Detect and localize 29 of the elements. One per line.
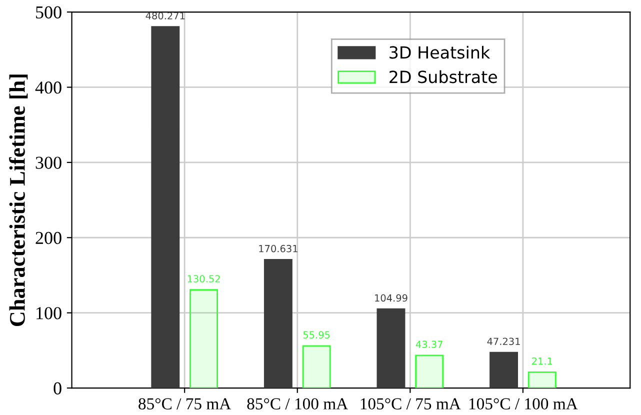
x-tick-label: 105°C / 100 mA [469,398,578,410]
bar [376,308,406,388]
data-label: 47.231 [487,338,520,346]
bar [190,289,218,388]
y-tick-label: 0 [54,382,62,394]
data-label: 170.631 [259,244,298,252]
y-axis-title: Characteristic Lifetime [h] [9,74,28,326]
x-tick-label: 105°C / 75 mA [360,398,461,410]
data-label: 104.99 [375,294,408,302]
legend-label: 3D Heatsink [390,46,490,59]
y-tick-label: 300 [36,156,62,169]
y-tick-label: 400 [35,81,62,94]
bar [264,259,292,388]
y-tick-label: 500 [36,6,62,18]
data-label: 55.95 [303,331,330,339]
y-tick-label: 200 [36,232,62,244]
data-label: 43.37 [416,340,442,348]
data-label: 480.271 [146,12,185,20]
y-tick-label: 100 [36,307,62,320]
legend-label: 2D Substrate [390,70,497,84]
bar [302,345,331,388]
bar [528,371,556,388]
bar [415,354,444,388]
x-tick-label: 85°C / 75 mA [138,398,232,410]
x-tick-label: 85°C / 100 mA [247,398,348,410]
data-label: 130.52 [188,275,220,282]
bar [490,352,518,388]
data-label: 21.1 [532,357,552,365]
bar [151,26,180,388]
